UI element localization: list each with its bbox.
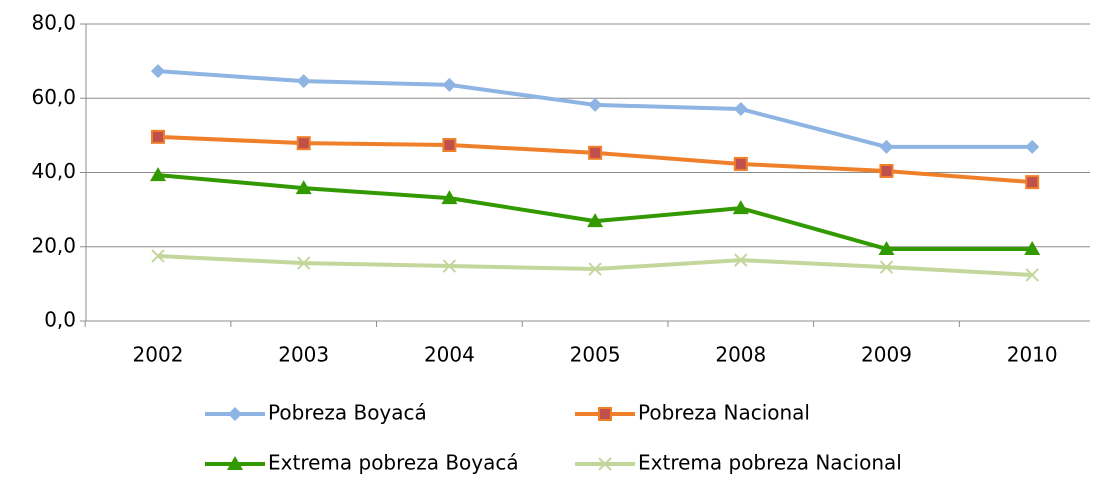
x-tick-label: 2004 bbox=[424, 343, 475, 367]
x-tick-label: 2003 bbox=[278, 343, 329, 367]
data-point bbox=[733, 102, 748, 117]
legend-label: Pobreza Boyacá bbox=[268, 401, 427, 425]
series-line bbox=[157, 173, 1033, 251]
data-point bbox=[151, 249, 165, 263]
legend-marker bbox=[598, 407, 612, 421]
y-tick-label: 0,0 bbox=[44, 308, 76, 332]
data-point bbox=[734, 253, 748, 267]
data-point bbox=[733, 156, 748, 171]
legend-marker bbox=[598, 457, 612, 471]
y-tick-label: 60,0 bbox=[31, 85, 76, 109]
data-point bbox=[151, 64, 165, 79]
legend-marker bbox=[228, 407, 242, 421]
data-point bbox=[878, 240, 895, 255]
data-point bbox=[296, 74, 311, 89]
data-point bbox=[588, 262, 602, 276]
legend-label: Extrema pobreza Boyacá bbox=[268, 451, 519, 475]
data-point bbox=[442, 259, 457, 273]
data-point bbox=[296, 136, 311, 151]
x-tick-label: 2008 bbox=[715, 343, 766, 367]
data-point bbox=[150, 167, 166, 182]
data-point bbox=[442, 77, 457, 92]
data-point bbox=[732, 200, 749, 215]
data-point bbox=[879, 139, 894, 154]
data-point bbox=[295, 180, 312, 195]
data-point bbox=[1025, 139, 1040, 154]
x-tick-label: 2002 bbox=[133, 343, 184, 367]
data-point bbox=[442, 138, 457, 153]
data-point bbox=[1024, 240, 1041, 255]
y-tick-label: 40,0 bbox=[31, 159, 76, 183]
x-tick-label: 2010 bbox=[1007, 343, 1058, 367]
series-line bbox=[157, 254, 1033, 277]
data-point bbox=[879, 260, 894, 274]
data-point bbox=[296, 256, 311, 270]
y-tick-label: 80,0 bbox=[31, 11, 76, 35]
data-point bbox=[588, 97, 603, 112]
data-point bbox=[1025, 268, 1039, 282]
legend-label: Pobreza Nacional bbox=[638, 401, 810, 425]
x-tick-label: 2005 bbox=[570, 343, 621, 367]
data-point bbox=[151, 129, 165, 144]
data-point bbox=[879, 164, 894, 179]
x-tick-label: 2009 bbox=[861, 343, 912, 367]
legend-marker bbox=[227, 456, 243, 470]
data-point bbox=[1025, 175, 1040, 190]
data-point bbox=[588, 145, 603, 160]
data-point bbox=[587, 213, 604, 228]
legend-label: Extrema pobreza Nacional bbox=[638, 451, 902, 475]
y-tick-label: 20,0 bbox=[31, 233, 76, 257]
data-point bbox=[441, 190, 458, 205]
